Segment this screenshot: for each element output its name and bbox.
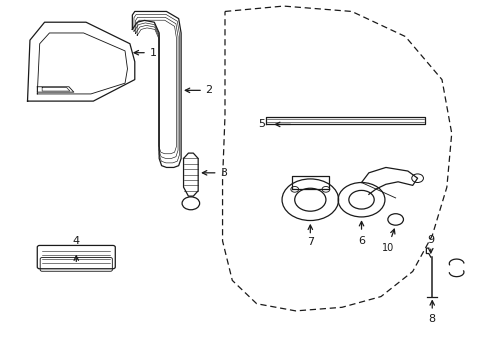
Text: 5: 5 (258, 120, 265, 129)
Text: 1: 1 (149, 48, 156, 58)
Text: 8: 8 (428, 315, 435, 324)
Text: 7: 7 (306, 237, 313, 247)
Text: 2: 2 (205, 85, 212, 95)
Text: 4: 4 (73, 237, 80, 246)
Text: 10: 10 (382, 243, 394, 253)
Text: 9: 9 (427, 235, 433, 244)
Text: 3: 3 (220, 168, 226, 178)
Text: 6: 6 (357, 235, 364, 246)
